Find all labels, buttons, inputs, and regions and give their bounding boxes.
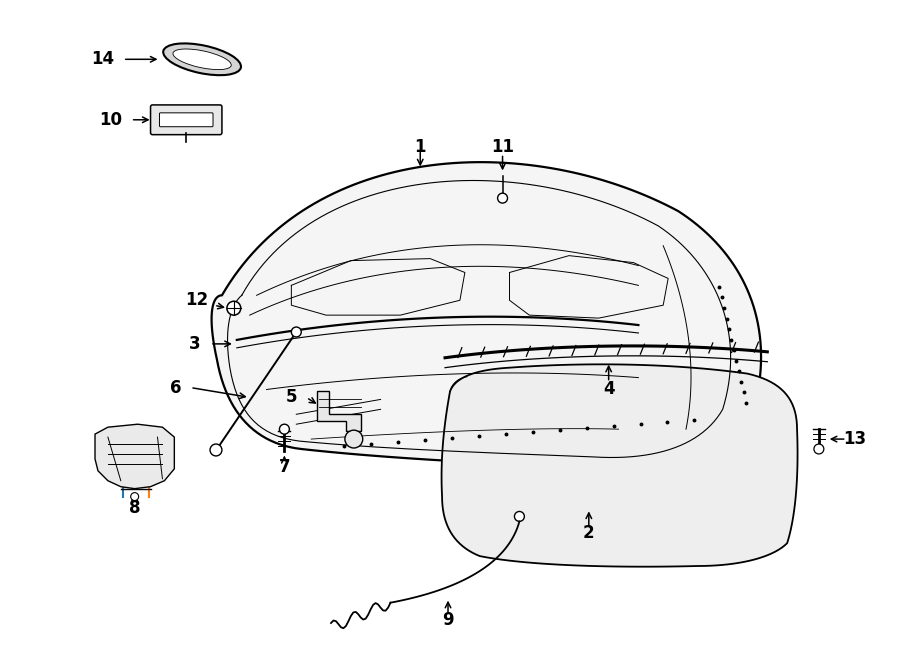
Circle shape [292,327,302,337]
FancyBboxPatch shape [159,113,213,127]
Circle shape [498,193,508,203]
Ellipse shape [163,44,241,75]
Circle shape [227,301,241,315]
Polygon shape [442,364,797,566]
Text: 3: 3 [189,335,201,353]
Circle shape [515,512,525,522]
Circle shape [814,444,824,454]
Circle shape [130,492,139,500]
Circle shape [210,444,222,456]
Text: 14: 14 [92,50,114,68]
Text: 4: 4 [603,381,615,399]
Text: 9: 9 [442,611,454,629]
Text: 6: 6 [169,379,181,397]
Text: 7: 7 [279,458,290,476]
Text: 2: 2 [583,524,595,542]
Text: 13: 13 [843,430,866,448]
Polygon shape [212,162,761,469]
Text: 1: 1 [415,137,426,155]
Text: 5: 5 [285,389,297,407]
Text: 10: 10 [99,111,122,129]
Circle shape [279,424,290,434]
Polygon shape [95,424,175,488]
Text: 12: 12 [185,292,209,309]
Circle shape [345,430,363,448]
Polygon shape [317,391,361,431]
Text: 8: 8 [129,500,140,518]
FancyBboxPatch shape [150,105,222,135]
Text: 11: 11 [491,137,514,155]
Ellipse shape [173,49,231,69]
